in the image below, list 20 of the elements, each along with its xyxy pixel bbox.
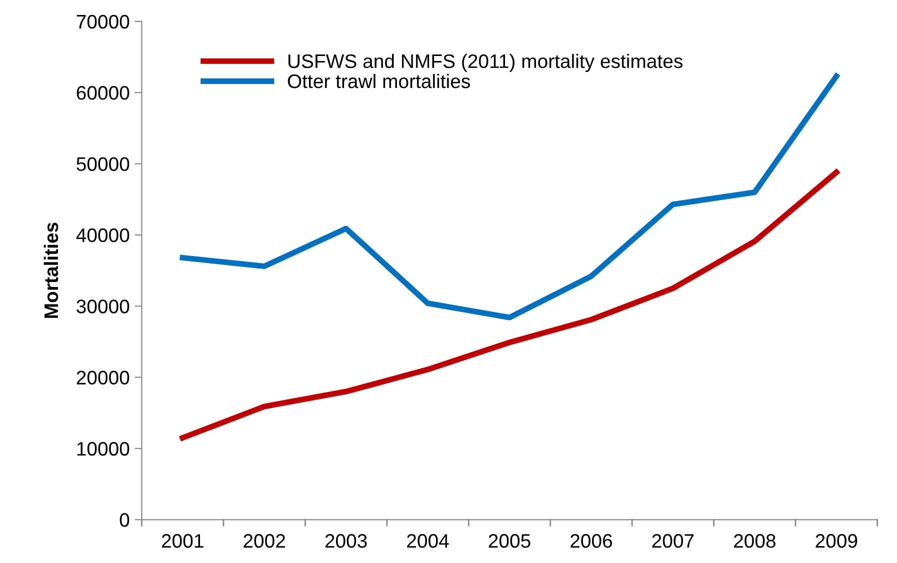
x-tick-label: 2002 [244,534,285,548]
y-tick-label: 30000 [76,300,130,314]
x-tick-label: 2005 [488,534,530,548]
x-tick-label: 2003 [325,534,367,548]
y-tick-label: 10000 [77,442,130,456]
y-tick-label: 60000 [76,86,130,100]
x-tick-label: 2008 [734,534,776,548]
legend-label: USFWS and NMFS (2011) mortality estimates [288,54,682,72]
x-tick-label: 2007 [652,534,694,548]
x-tick-label: 2009 [816,534,858,548]
y-tick-label: 70000 [76,14,130,29]
y-tick-label: 50000 [76,157,130,171]
legend-label: Otter trawl mortalities [288,74,470,88]
y-axis-title: Mortalities [44,222,58,318]
y-tick-label: 40000 [76,228,130,242]
x-tick-label: 2001 [162,534,204,548]
y-tick-label: 20000 [76,370,130,385]
x-tick-label: 2004 [407,534,449,548]
x-tick-label: 2006 [570,534,612,548]
y-tick-label: 0 [120,513,130,527]
